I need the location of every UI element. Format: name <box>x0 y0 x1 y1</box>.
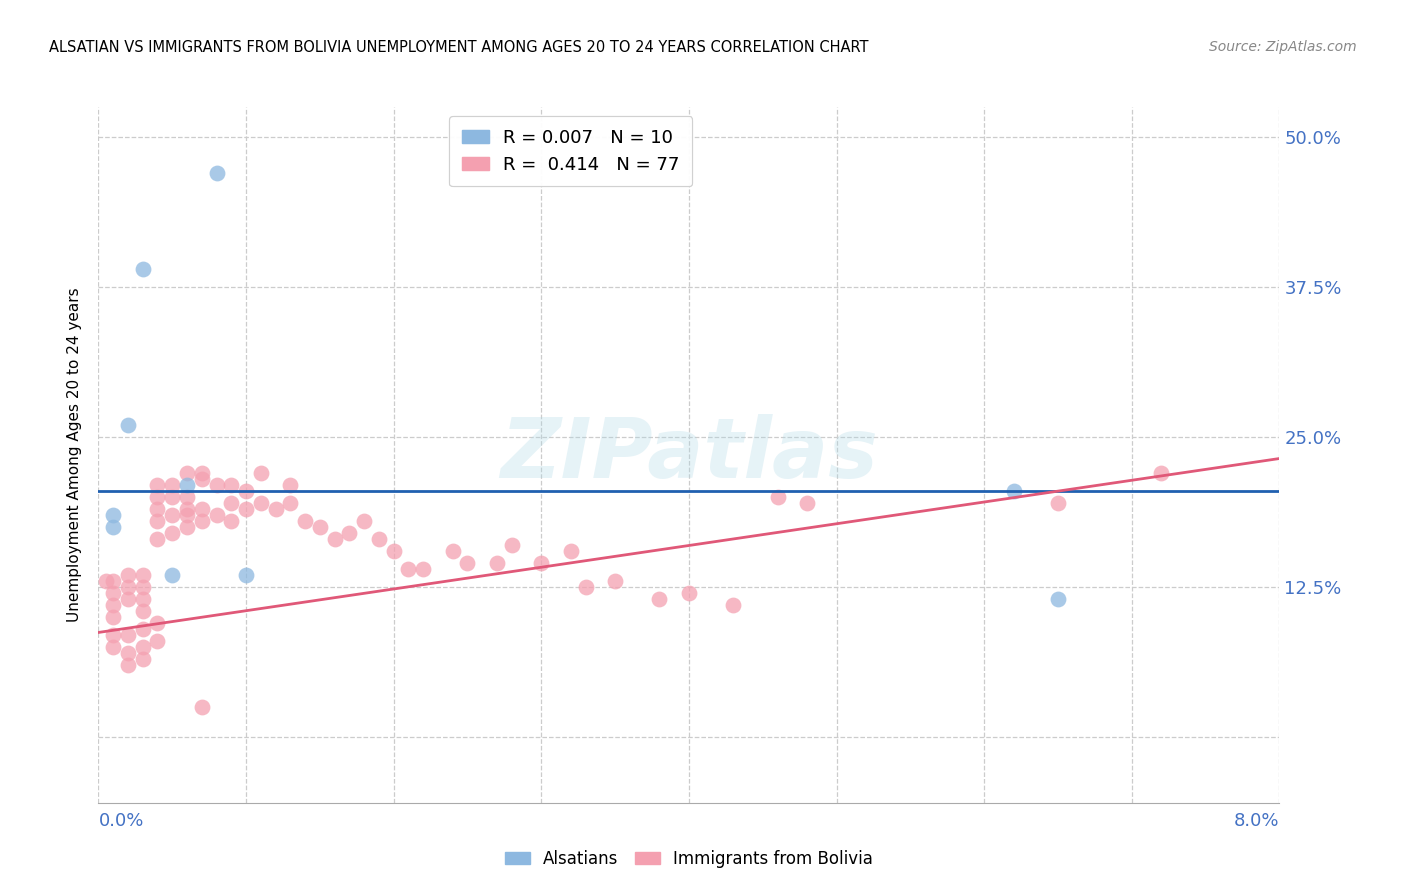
Legend: R = 0.007   N = 10, R =  0.414   N = 77: R = 0.007 N = 10, R = 0.414 N = 77 <box>450 116 692 186</box>
Point <box>132 622 155 636</box>
Point <box>456 556 478 570</box>
Point <box>323 532 346 546</box>
Point <box>264 502 287 516</box>
Point <box>560 544 582 558</box>
Legend: Alsatians, Immigrants from Bolivia: Alsatians, Immigrants from Bolivia <box>498 844 880 875</box>
Point <box>94 574 117 588</box>
Point <box>648 591 671 606</box>
Point <box>132 640 155 654</box>
Point <box>1002 483 1025 498</box>
Point <box>117 591 139 606</box>
Point <box>103 598 125 612</box>
Point <box>103 628 125 642</box>
Point <box>250 496 273 510</box>
Point <box>117 657 139 672</box>
Point <box>103 586 125 600</box>
Point <box>605 574 627 588</box>
Point <box>176 520 198 534</box>
Point <box>132 567 155 582</box>
Point <box>205 478 228 492</box>
Point <box>382 544 405 558</box>
Point <box>235 483 257 498</box>
Point <box>162 567 183 582</box>
Point <box>117 628 139 642</box>
Point <box>235 502 257 516</box>
Text: 0.0%: 0.0% <box>98 813 143 830</box>
Point <box>146 490 169 504</box>
Point <box>219 496 242 510</box>
Point <box>278 478 302 492</box>
Point <box>796 496 818 510</box>
Point <box>176 466 198 480</box>
Point <box>132 604 155 618</box>
Point <box>176 502 198 516</box>
Point <box>176 478 198 492</box>
Point <box>132 580 155 594</box>
Point <box>117 567 139 582</box>
Text: Source: ZipAtlas.com: Source: ZipAtlas.com <box>1209 40 1357 54</box>
Point <box>146 514 169 528</box>
Point <box>162 525 183 540</box>
Point <box>146 615 169 630</box>
Text: ZIPatlas: ZIPatlas <box>501 415 877 495</box>
Text: 8.0%: 8.0% <box>1234 813 1279 830</box>
Point <box>146 532 169 546</box>
Point <box>1046 591 1069 606</box>
Point <box>308 520 332 534</box>
Point <box>485 556 508 570</box>
Point <box>235 567 257 582</box>
Point <box>162 478 183 492</box>
Point <box>337 525 360 540</box>
Point <box>132 652 155 666</box>
Point <box>103 508 125 522</box>
Point <box>117 580 139 594</box>
Point <box>191 472 214 486</box>
Point <box>766 490 789 504</box>
Point <box>501 538 523 552</box>
Point <box>530 556 553 570</box>
Y-axis label: Unemployment Among Ages 20 to 24 years: Unemployment Among Ages 20 to 24 years <box>67 287 83 623</box>
Point <box>353 514 375 528</box>
Point <box>162 490 183 504</box>
Point <box>103 520 125 534</box>
Point <box>162 508 183 522</box>
Point <box>191 514 214 528</box>
Point <box>103 610 125 624</box>
Point <box>103 574 125 588</box>
Point <box>176 508 198 522</box>
Point <box>191 699 214 714</box>
Point <box>1150 466 1173 480</box>
Point <box>191 466 214 480</box>
Point <box>367 532 389 546</box>
Point <box>250 466 273 480</box>
Point <box>117 417 139 432</box>
Point <box>176 490 198 504</box>
Point <box>205 508 228 522</box>
Point <box>132 262 155 277</box>
Point <box>146 633 169 648</box>
Point <box>396 562 419 576</box>
Text: ALSATIAN VS IMMIGRANTS FROM BOLIVIA UNEMPLOYMENT AMONG AGES 20 TO 24 YEARS CORRE: ALSATIAN VS IMMIGRANTS FROM BOLIVIA UNEM… <box>49 40 869 55</box>
Point <box>412 562 434 576</box>
Point <box>191 502 214 516</box>
Point <box>278 496 302 510</box>
Point <box>117 646 139 660</box>
Point <box>146 478 169 492</box>
Point <box>441 544 464 558</box>
Point <box>132 591 155 606</box>
Point <box>1046 496 1069 510</box>
Point <box>294 514 316 528</box>
Point <box>219 514 242 528</box>
Point <box>146 502 169 516</box>
Point <box>205 166 228 180</box>
Point <box>574 580 596 594</box>
Point <box>103 640 125 654</box>
Point <box>678 586 700 600</box>
Point <box>721 598 744 612</box>
Point <box>219 478 242 492</box>
